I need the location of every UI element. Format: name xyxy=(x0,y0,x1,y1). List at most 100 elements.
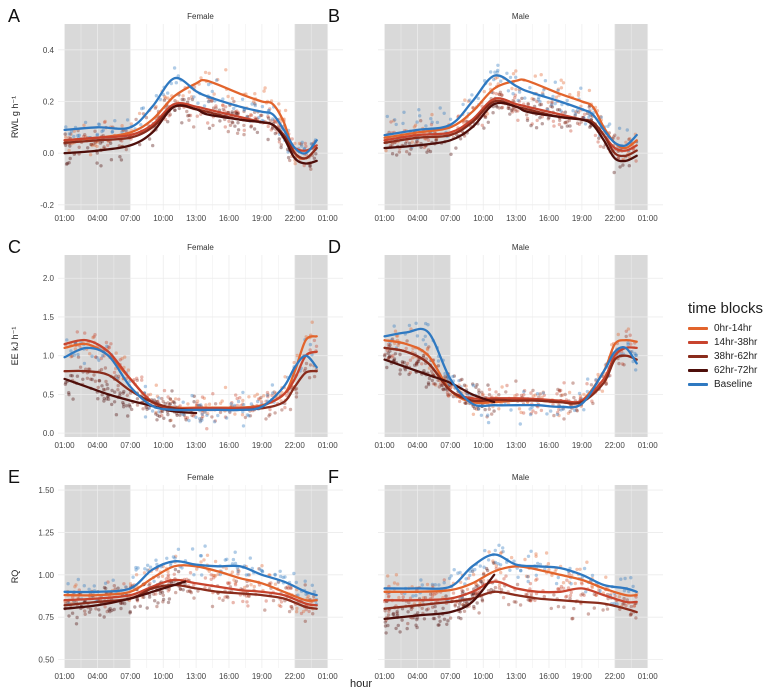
legend-label: 62hr-72hr xyxy=(714,365,758,376)
data-point xyxy=(236,121,240,125)
data-point xyxy=(75,615,79,620)
data-point xyxy=(579,581,584,585)
data-point xyxy=(310,320,314,324)
data-point xyxy=(604,381,609,386)
data-point xyxy=(266,393,270,397)
data-point xyxy=(622,363,626,367)
data-point xyxy=(100,354,105,358)
data-point xyxy=(424,342,428,347)
data-point xyxy=(159,410,163,414)
data-point xyxy=(171,400,176,404)
data-point xyxy=(390,152,395,156)
data-point xyxy=(465,600,469,605)
data-point xyxy=(105,382,109,387)
data-point xyxy=(409,607,413,612)
data-point xyxy=(168,397,173,401)
data-point xyxy=(394,122,398,127)
data-point xyxy=(304,607,308,612)
data-point xyxy=(83,331,87,335)
data-point xyxy=(618,352,622,356)
data-point xyxy=(388,343,392,347)
x-tick-label: 19:00 xyxy=(572,672,593,681)
data-point xyxy=(463,401,468,405)
data-point xyxy=(575,567,579,572)
data-point xyxy=(310,583,314,587)
data-point xyxy=(460,588,464,593)
data-point xyxy=(625,598,629,602)
data-point xyxy=(212,92,216,96)
data-point xyxy=(148,581,152,586)
data-point xyxy=(199,403,203,407)
data-point xyxy=(253,103,257,108)
data-point xyxy=(489,70,493,74)
data-point xyxy=(621,602,625,606)
data-point xyxy=(629,604,633,609)
legend-swatch xyxy=(688,341,708,344)
data-point xyxy=(617,361,621,366)
data-point xyxy=(266,124,270,129)
data-point xyxy=(461,102,465,107)
data-point xyxy=(466,99,471,103)
data-point xyxy=(116,383,120,388)
data-point xyxy=(166,395,170,399)
data-point xyxy=(96,385,100,390)
data-point xyxy=(442,578,446,582)
data-point xyxy=(112,607,116,612)
data-point xyxy=(405,626,409,631)
data-point xyxy=(425,346,430,351)
data-point xyxy=(295,606,299,611)
data-point xyxy=(214,78,219,82)
data-point xyxy=(303,583,307,587)
data-point xyxy=(120,124,124,128)
data-point xyxy=(556,88,560,93)
data-point xyxy=(446,394,450,398)
data-point xyxy=(188,113,193,118)
data-point xyxy=(464,384,468,388)
data-point xyxy=(423,334,427,338)
data-point xyxy=(161,593,165,597)
data-point xyxy=(119,601,123,605)
data-point xyxy=(265,393,270,397)
data-point xyxy=(512,559,516,563)
x-tick-label: 01:00 xyxy=(638,214,659,223)
data-point xyxy=(283,375,287,379)
data-point xyxy=(235,109,239,113)
data-point xyxy=(104,379,108,384)
data-point xyxy=(95,151,100,155)
data-point xyxy=(229,402,233,406)
data-point xyxy=(549,103,554,107)
data-point xyxy=(294,387,299,391)
data-point xyxy=(122,389,126,394)
data-point xyxy=(257,567,261,571)
data-point xyxy=(499,588,504,592)
data-point xyxy=(559,86,564,90)
data-point xyxy=(160,590,165,594)
data-point xyxy=(529,123,533,128)
data-point xyxy=(108,606,112,611)
data-point xyxy=(108,141,113,145)
data-point xyxy=(472,606,476,611)
data-point xyxy=(266,137,270,142)
data-point xyxy=(228,123,233,128)
data-point xyxy=(392,358,396,362)
data-point xyxy=(255,392,259,396)
data-point xyxy=(68,156,72,161)
data-point xyxy=(431,616,436,621)
data-point xyxy=(538,99,542,104)
data-point xyxy=(549,606,553,611)
data-point xyxy=(451,394,456,399)
data-point xyxy=(427,376,432,381)
x-tick-label: 16:00 xyxy=(219,441,240,450)
data-point xyxy=(294,610,299,614)
data-point xyxy=(418,114,422,118)
x-tick-label: 16:00 xyxy=(539,214,560,223)
data-point xyxy=(206,412,210,416)
data-point xyxy=(555,392,559,396)
data-point xyxy=(465,587,470,591)
data-point xyxy=(77,145,81,149)
data-point xyxy=(155,418,159,422)
data-point xyxy=(505,71,509,76)
data-point xyxy=(290,137,294,141)
